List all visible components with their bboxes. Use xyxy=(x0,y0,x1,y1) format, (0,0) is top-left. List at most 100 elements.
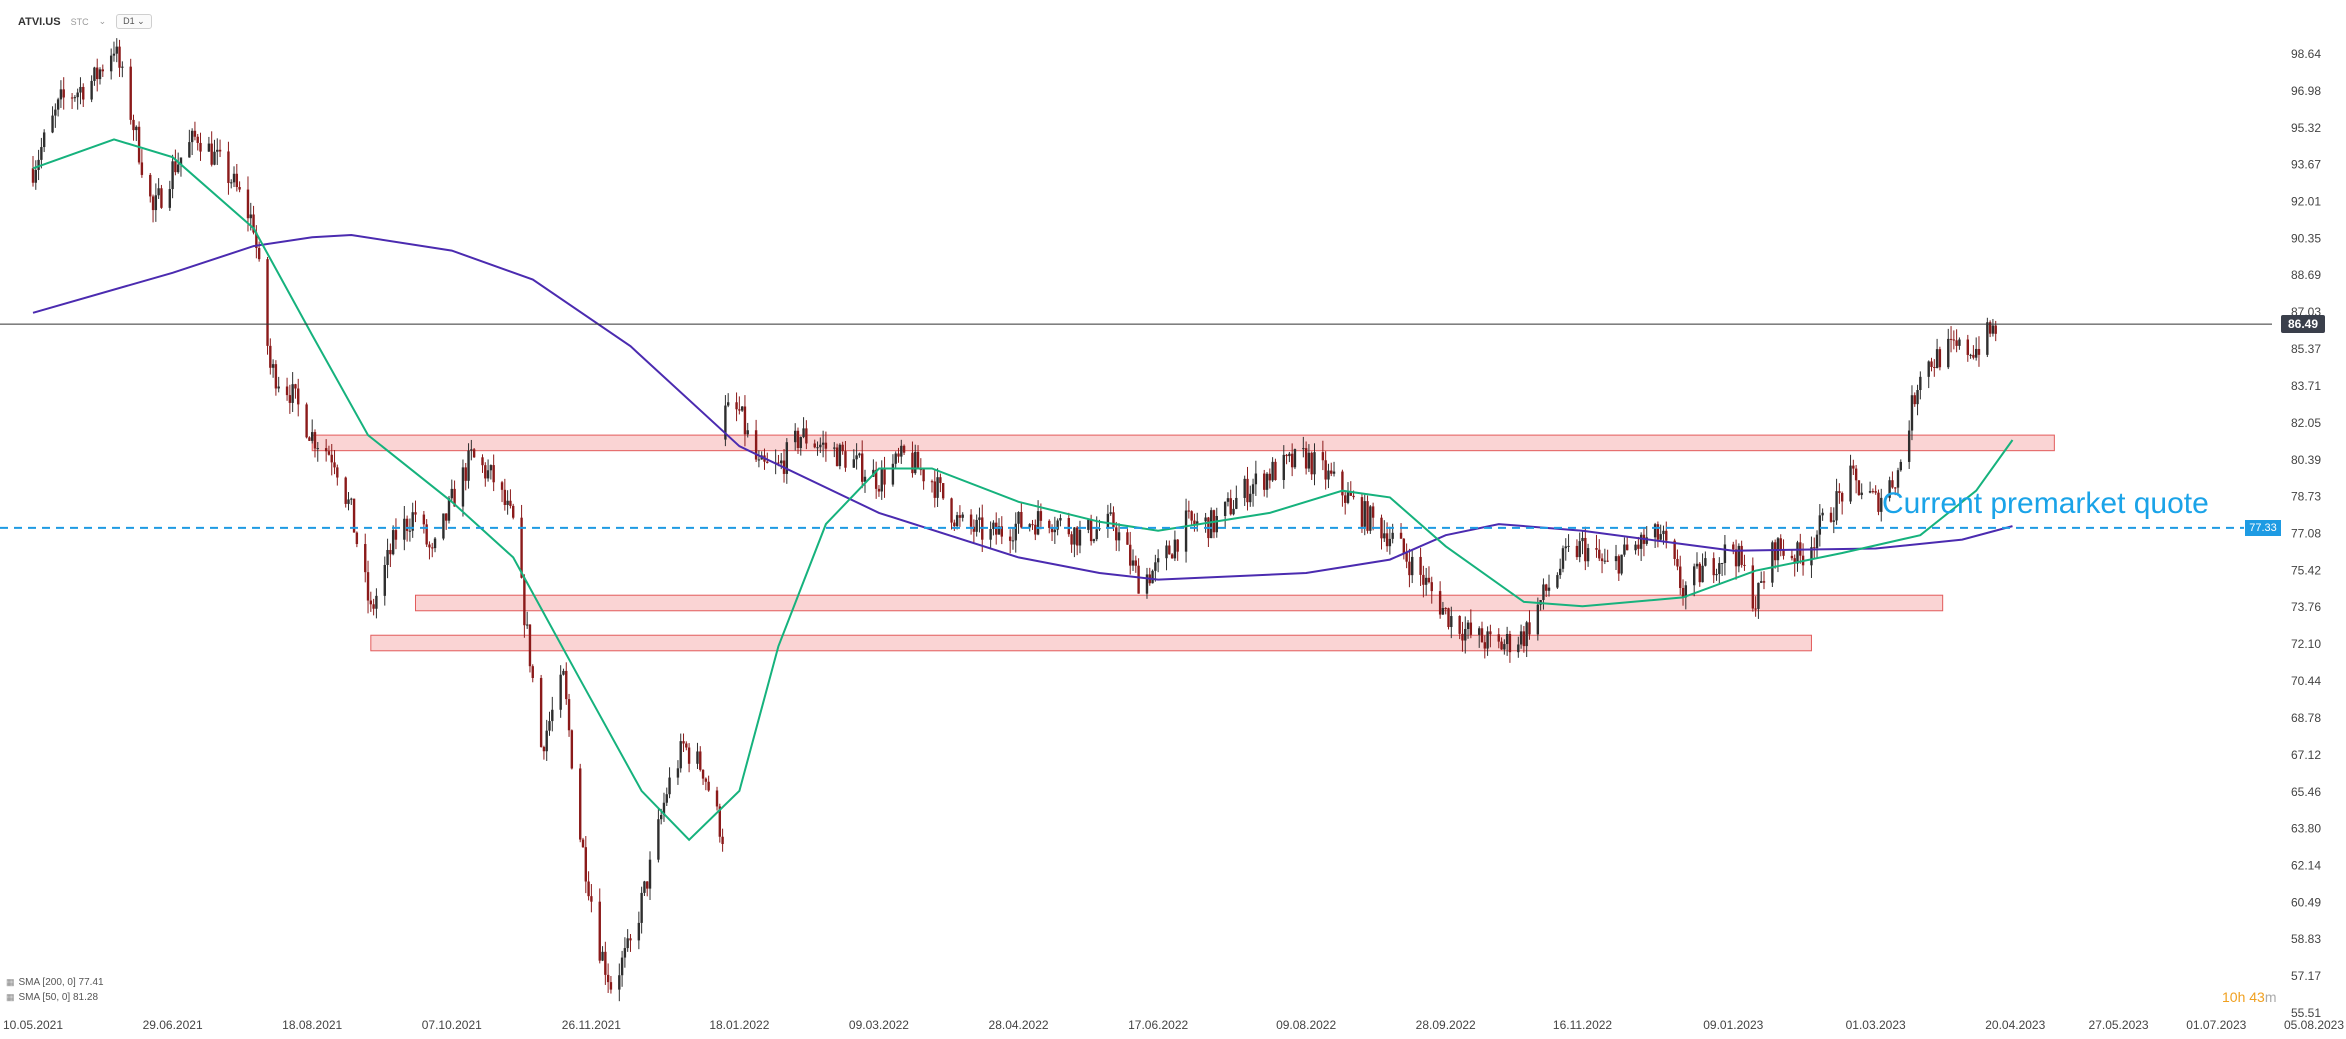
candle-body xyxy=(1059,518,1062,521)
candle-body xyxy=(506,500,509,505)
candle xyxy=(308,436,311,442)
candle-body xyxy=(1310,452,1313,475)
candle-body xyxy=(629,938,632,941)
candle-body xyxy=(1441,608,1445,615)
x-tick-label: 09.08.2022 xyxy=(1276,1018,1336,1032)
candle-body xyxy=(1558,568,1562,576)
candle xyxy=(796,427,800,454)
candle-body xyxy=(1556,575,1559,588)
candle xyxy=(1109,503,1112,516)
candle xyxy=(383,556,386,606)
candle xyxy=(766,452,769,464)
candle xyxy=(1645,526,1648,546)
candle xyxy=(1919,371,1922,400)
candle xyxy=(34,160,37,190)
candle-body xyxy=(1226,498,1230,502)
candle-body xyxy=(604,951,607,975)
candle xyxy=(506,490,509,515)
candle xyxy=(525,611,529,629)
candle-body xyxy=(1388,538,1392,547)
candle-body xyxy=(484,465,487,479)
candle-body xyxy=(464,467,467,481)
chevron-down-icon[interactable]: ⌄ xyxy=(98,16,107,26)
candle-body xyxy=(1508,634,1512,653)
candle xyxy=(1251,478,1255,507)
candle-body xyxy=(1874,491,1877,493)
candle-body xyxy=(1112,512,1115,528)
candle-body xyxy=(618,975,621,990)
candle-body xyxy=(1151,570,1154,584)
candle xyxy=(581,837,585,848)
candle-body xyxy=(567,699,571,731)
candle-body xyxy=(1193,520,1196,525)
candle-body xyxy=(70,97,74,99)
candle-body xyxy=(1293,449,1297,468)
candle-body xyxy=(855,455,858,460)
y-tick-label: 68.78 xyxy=(2291,711,2321,725)
candle-body xyxy=(565,670,568,700)
candle-body xyxy=(411,512,414,531)
candle xyxy=(232,166,236,188)
candle-body xyxy=(1131,560,1135,566)
candle-body xyxy=(1715,574,1718,576)
candle xyxy=(1877,489,1880,516)
candle xyxy=(481,454,484,473)
candle xyxy=(109,48,113,80)
candle xyxy=(431,542,434,558)
candle-body xyxy=(1974,348,1978,358)
candle-body xyxy=(548,721,551,731)
candle-body xyxy=(1408,561,1411,576)
symbol-label[interactable]: ATVI.US xyxy=(18,15,61,28)
candle-body xyxy=(1838,491,1841,494)
candle xyxy=(1894,487,1897,496)
candle-body xyxy=(1757,582,1760,609)
candle xyxy=(90,75,93,103)
candle-body xyxy=(394,530,398,540)
candle xyxy=(461,459,465,517)
candle-body xyxy=(1634,544,1637,551)
candle xyxy=(174,149,177,176)
candle-body xyxy=(1656,524,1660,540)
candle xyxy=(509,489,512,509)
candle-body xyxy=(1411,556,1414,576)
candle-body xyxy=(56,99,60,110)
candle xyxy=(347,492,350,511)
y-tick-label: 58.83 xyxy=(2291,932,2321,946)
candle xyxy=(715,786,719,811)
x-tick-label: 09.01.2023 xyxy=(1703,1018,1763,1032)
candle xyxy=(1656,521,1660,548)
candle xyxy=(1450,606,1453,639)
legend-item-sma200[interactable]: ▦ SMA [200, 0] 77.41 xyxy=(6,975,104,990)
candle-body xyxy=(369,600,373,605)
candle xyxy=(646,881,649,897)
candle xyxy=(1223,501,1227,528)
candle xyxy=(1321,440,1325,471)
candle xyxy=(199,132,202,161)
candle-body xyxy=(512,505,515,518)
candle xyxy=(1324,451,1327,490)
candle xyxy=(1048,519,1051,534)
candle-body xyxy=(1665,530,1668,541)
legend-item-sma50[interactable]: ▦ SMA [50, 0] 81.28 xyxy=(6,990,104,1005)
candle xyxy=(70,93,74,110)
candle xyxy=(528,624,532,673)
candle xyxy=(1955,329,1958,353)
candle xyxy=(1790,550,1794,561)
candle xyxy=(1840,491,1844,515)
candle xyxy=(1430,576,1433,604)
timeframe-select[interactable]: D1 ⌄ xyxy=(116,14,152,29)
candle-body xyxy=(1486,631,1489,649)
candle-body xyxy=(930,481,934,483)
candle-body xyxy=(1620,554,1623,574)
candle xyxy=(1508,630,1512,663)
candle xyxy=(858,452,861,458)
candle xyxy=(1977,336,1981,367)
candle xyxy=(1874,485,1877,495)
candle xyxy=(1542,578,1545,610)
candle-body xyxy=(1517,644,1520,653)
candle-body xyxy=(151,196,155,211)
candle-body xyxy=(316,448,319,450)
candle xyxy=(1360,494,1364,533)
candle-body xyxy=(1734,549,1738,567)
